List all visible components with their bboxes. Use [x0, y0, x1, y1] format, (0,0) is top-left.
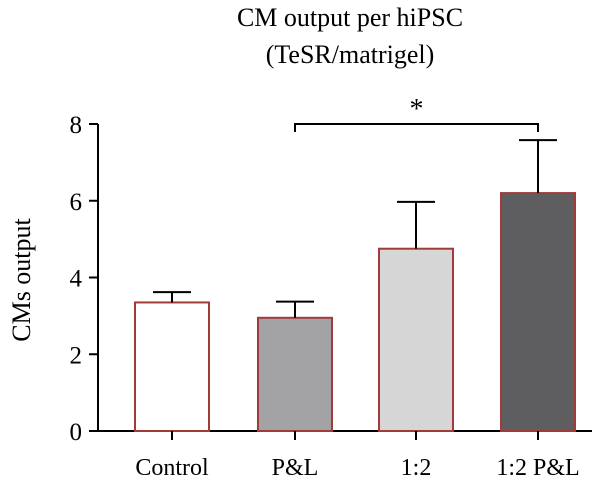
x-category-label: P&L	[272, 455, 319, 481]
y-tick-label: 0	[70, 419, 83, 446]
bar	[378, 247, 454, 432]
x-category-label: 1:2	[401, 455, 432, 481]
bar	[134, 301, 210, 432]
y-axis-label: CMs output	[7, 217, 36, 341]
x-categories: Control P&L 1:2 1:2 P&L	[135, 431, 580, 481]
y-tick-label: 8	[70, 112, 83, 139]
error-bars	[153, 139, 557, 318]
significance-bracket	[294, 123, 539, 132]
x-category-label: 1:2 P&L	[496, 455, 579, 481]
significance: *	[294, 94, 539, 132]
significance-star: *	[410, 94, 424, 125]
bar	[500, 192, 576, 432]
y-tick-label: 4	[70, 266, 83, 293]
bar	[257, 316, 333, 433]
y-tick-label: 2	[70, 342, 83, 369]
bars	[134, 192, 576, 433]
x-category-label: Control	[135, 455, 209, 481]
y-ticks: 0 2 4 6 8	[70, 112, 98, 446]
y-tick-label: 6	[70, 189, 83, 216]
chart-subtitle: (TeSR/matrigel)	[266, 40, 435, 69]
chart-title: CM output per hiPSC	[237, 3, 463, 32]
